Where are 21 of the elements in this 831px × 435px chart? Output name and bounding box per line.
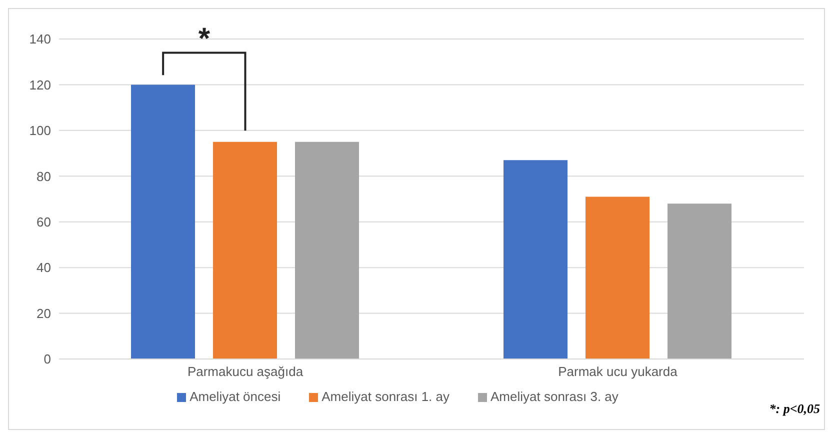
legend-label: Ameliyat öncesi xyxy=(190,389,281,404)
x-tick-label: Parmak ucu yukarda xyxy=(558,364,678,380)
y-tick-label: 120 xyxy=(29,77,51,92)
bar xyxy=(668,204,732,359)
bar xyxy=(295,142,359,359)
y-tick-label: 20 xyxy=(36,306,51,321)
y-tick-label: 0 xyxy=(44,352,51,367)
annotation: * xyxy=(198,22,210,56)
bar xyxy=(586,196,650,359)
bar xyxy=(131,84,195,359)
bar xyxy=(213,142,277,359)
legend-label: Ameliyat sonrası 1. ay xyxy=(322,389,450,404)
y-tick-label: 100 xyxy=(29,123,51,138)
y-tick-label: 60 xyxy=(36,214,51,230)
y-tick-label: 140 xyxy=(29,32,51,47)
text: *: p<0,05 xyxy=(769,401,820,417)
x-tick-label: Parmakucu aşağıda xyxy=(187,364,304,380)
legend-label: Ameliyat sonrası 3. ay xyxy=(490,389,618,404)
y-tick-label: 40 xyxy=(36,260,51,276)
y-tick-label: 80 xyxy=(36,168,51,184)
bar xyxy=(504,160,568,359)
